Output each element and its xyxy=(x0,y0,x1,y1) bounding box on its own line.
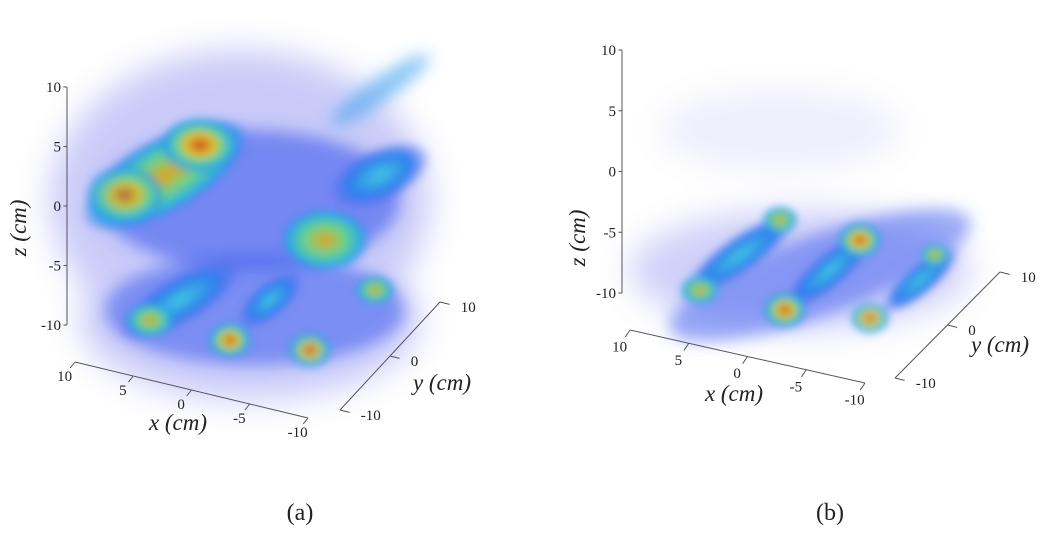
tick-label: -10 xyxy=(916,376,936,392)
tick-mark xyxy=(894,377,905,381)
tick-mark xyxy=(742,356,748,364)
tick-mark xyxy=(244,403,251,411)
tick-label: 10 xyxy=(1021,270,1036,286)
tick-label: -10 xyxy=(596,286,616,302)
tick-mark xyxy=(128,375,134,383)
tick-label: -5 xyxy=(790,379,803,395)
tick-mark xyxy=(859,382,866,391)
tick-label: -10 xyxy=(361,408,381,424)
tick-mark xyxy=(999,271,1010,275)
tick-label: 5 xyxy=(609,104,617,120)
tick-label: 0 xyxy=(54,199,62,215)
tick-label: 5 xyxy=(675,353,683,369)
tick-mark xyxy=(801,369,807,378)
volume-render-a xyxy=(50,50,432,400)
axis-label: y (cm) xyxy=(411,370,471,395)
caption: (b) xyxy=(816,500,844,526)
tick-mark xyxy=(302,417,309,425)
tick-label: 0 xyxy=(733,366,741,382)
axis-label: x (cm) xyxy=(148,410,207,435)
tick-label: 0 xyxy=(968,323,976,339)
tick-mark xyxy=(947,324,958,328)
tick-mark xyxy=(339,409,350,413)
tick-label: 10 xyxy=(601,43,616,59)
tick-label: 10 xyxy=(57,369,72,385)
tick-mark xyxy=(389,355,400,359)
tick-mark xyxy=(624,329,631,338)
volume-render-b xyxy=(630,90,971,342)
tick-label: -10 xyxy=(288,425,308,441)
tick-label: 0 xyxy=(411,354,419,370)
caption: (a) xyxy=(287,500,314,526)
axis-label: z (cm) xyxy=(6,200,31,258)
tick-label: 10 xyxy=(461,300,476,316)
tick-label: 5 xyxy=(119,383,127,399)
tick-label: -5 xyxy=(49,259,62,275)
axis-label: y (cm) xyxy=(969,332,1029,357)
tick-label: 10 xyxy=(612,340,627,356)
tick-label: -10 xyxy=(41,318,61,334)
tick-label: -10 xyxy=(845,393,865,409)
tick-mark xyxy=(439,301,450,305)
tick-mark xyxy=(683,342,690,351)
tick-mark xyxy=(186,389,192,397)
tick-mark xyxy=(69,361,76,369)
tick-label: -5 xyxy=(604,225,617,241)
tick-label: 5 xyxy=(54,140,62,156)
tick-label: 10 xyxy=(46,80,61,96)
tick-label: -5 xyxy=(233,411,246,427)
tick-label: 0 xyxy=(177,397,185,413)
axis-label: z (cm) xyxy=(565,210,590,268)
axis-label: x (cm) xyxy=(704,381,763,406)
tick-label: 0 xyxy=(609,165,617,181)
